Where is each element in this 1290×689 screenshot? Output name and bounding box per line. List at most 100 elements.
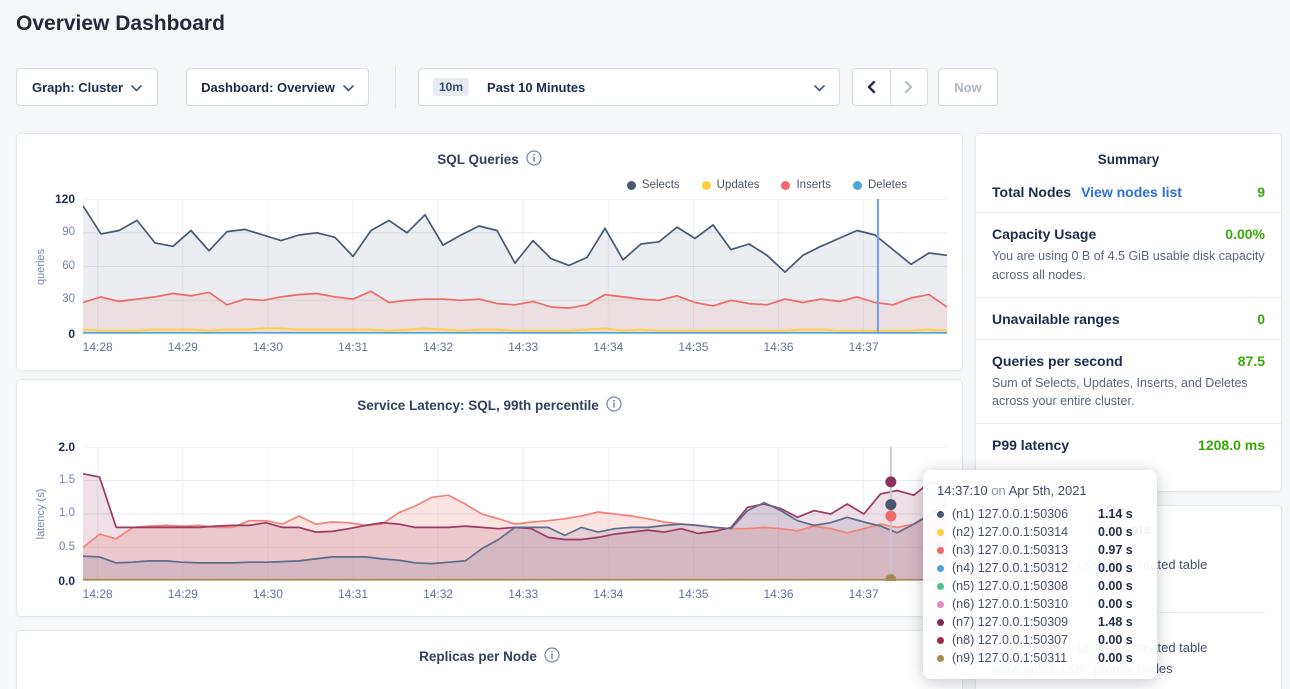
x-axis-tick: 14:28 [82,587,113,601]
info-icon[interactable] [606,396,622,415]
chart-title: Replicas per Node [419,649,537,664]
y-axis-tick: 0.5 [59,540,75,553]
chart-plot-area[interactable] [83,447,947,581]
tooltip-node-value: 1.48 s [1098,615,1133,629]
tooltip-row: (n5) 127.0.0.1:50308 0.00 s [937,577,1143,595]
tooltip-row: (n4) 127.0.0.1:50312 0.00 s [937,559,1143,577]
tooltip-node-label: (n6) 127.0.0.1:50310 [952,597,1069,611]
legend-label: Selects [641,179,680,191]
x-axis-tick: 14:36 [763,587,794,601]
y-axis-tick: 1.5 [59,473,75,486]
tooltip-node-value: 1.14 s [1098,507,1133,521]
legend-label: Deletes [868,179,907,191]
y-axis-tick: 120 [54,192,75,206]
x-axis-tick: 14:35 [678,587,709,601]
tooltip-row: (n7) 127.0.0.1:50309 1.48 s [937,613,1143,631]
tooltip-series-dot [937,528,944,536]
hover-data-point [885,476,897,488]
tooltip-node-value: 0.97 s [1098,543,1133,557]
summary-label: Queries per second [992,352,1123,369]
summary-value: 9 [1257,184,1265,200]
chart-svg [83,447,947,581]
summary-row: Queries per second 87.5 [992,353,1265,369]
dashboard-dropdown-label: Dashboard: Overview [201,79,335,95]
summary-value: 87.5 [1237,352,1265,369]
info-icon[interactable] [544,647,560,666]
summary-row: Unavailable ranges 0 [992,311,1265,327]
summary-row: Capacity Usage 0.00% [992,226,1265,242]
summary-value: 1208.0 ms [1198,437,1265,453]
x-axis-tick: 14:32 [423,340,454,354]
x-axis-tick: 14:29 [167,340,198,354]
hover-data-point [885,499,897,511]
legend-item-selects: Selects [626,179,680,191]
tooltip-node-value: 0.00 s [1098,597,1133,611]
tooltip-row: (n2) 127.0.0.1:50314 0.00 s [937,523,1143,541]
tooltip-row: (n6) 127.0.0.1:50310 0.00 s [937,595,1143,613]
graph-dropdown-label: Graph: Cluster [31,79,123,95]
summary-row: Total Nodes View nodes list 9 [992,184,1265,200]
y-axis-tick: 0.0 [58,574,75,588]
tooltip-node-value: 0.00 s [1098,561,1133,575]
chart-plot-area[interactable] [83,199,947,334]
summary-row: P99 latency 1208.0 ms [992,437,1265,453]
summary-section: Queries per second 87.5 Sum of Selects, Up… [976,338,1281,424]
tooltip-node-label: (n9) 127.0.0.1:50311 [952,651,1068,665]
time-range-picker[interactable]: 10m Past 10 Minutes [418,68,840,106]
y-axis-tick: 60 [62,259,75,272]
tooltip-series-dot [937,636,944,644]
summary-description: Sum of Selects, Updates, Inserts, and De… [992,375,1248,409]
now-button[interactable]: Now [938,68,998,106]
replicas-per-node-chart-panel: Replicas per Node [16,630,963,689]
x-axis-tick: 14:31 [337,587,369,601]
tooltip-row: (n9) 127.0.0.1:50311 0.00 s [937,649,1143,667]
summary-label: Unavailable ranges [992,310,1120,327]
controls-divider [395,66,396,108]
x-axis-tick: 14:30 [252,340,283,354]
chart-title: Service Latency: SQL, 99th percentile [357,398,599,413]
x-axis-tick: 14:28 [82,340,113,354]
summary-label: Total Nodes [992,184,1072,200]
x-axis-tick: 14:37 [848,587,879,601]
y-axis-tick: 1.0 [59,507,75,519]
y-axis-tick: 2.0 [58,440,75,454]
next-time-button[interactable] [889,69,928,105]
x-axis-tick: 14:33 [508,340,539,354]
y-axis-label: queries [35,248,47,285]
x-axis-tick: 14:34 [593,587,624,601]
tooltip-series-dot [937,510,944,518]
chevron-down-icon [343,80,354,95]
dashboard-dropdown[interactable]: Dashboard: Overview [186,68,369,106]
summary-label: Capacity Usage [992,226,1097,242]
summary-value: 0.00% [1225,226,1265,242]
legend-item-deletes: Deletes [853,179,907,191]
y-axis-tick: 90 [62,225,75,238]
summary-sections: Total Nodes View nodes list 9 Capacity Usag… [976,171,1281,465]
tooltip-rows: (n1) 127.0.0.1:50306 1.14 s (n2) 127.0.0.1… [937,505,1143,667]
legend-dot [701,180,711,190]
summary-section: Unavailable ranges 0 [976,296,1281,339]
summary-section: P99 latency 1208.0 ms [976,423,1281,465]
service-latency-chart-panel: Service Latency: SQL, 99th percentile 0.… [16,379,963,617]
chart-hover-tooltip: 14:37:10 on Apr 5th, 2021 (n1) 127.0.0.1… [923,470,1157,679]
prev-time-button[interactable] [853,69,890,105]
summary-section: Capacity Usage 0.00% You are using 0 B of … [976,212,1281,297]
summary-section: Total Nodes View nodes list 9 [976,171,1281,212]
x-axis-tick: 14:31 [337,340,369,354]
tooltip-row: (n8) 127.0.0.1:50307 0.00 s [937,631,1143,649]
y-axis-label: latency (s) [35,488,47,540]
tooltip-row: (n3) 127.0.0.1:50313 0.97 s [937,541,1143,559]
legend-dot [853,180,862,190]
view-nodes-list-link[interactable]: View nodes list [1081,184,1182,200]
tooltip-series-dot [937,654,944,662]
tooltip-row: (n1) 127.0.0.1:50306 1.14 s [937,505,1143,523]
x-axis-tick: 14:36 [763,340,794,354]
graph-dropdown[interactable]: Graph: Cluster [16,68,158,106]
time-nav-group [852,68,928,106]
tooltip-series-dot [937,618,944,626]
info-icon[interactable] [526,150,542,169]
chart-svg [83,199,947,334]
summary-value: 0 [1257,310,1265,327]
tooltip-node-label: (n1) 127.0.0.1:50306 [952,507,1069,521]
